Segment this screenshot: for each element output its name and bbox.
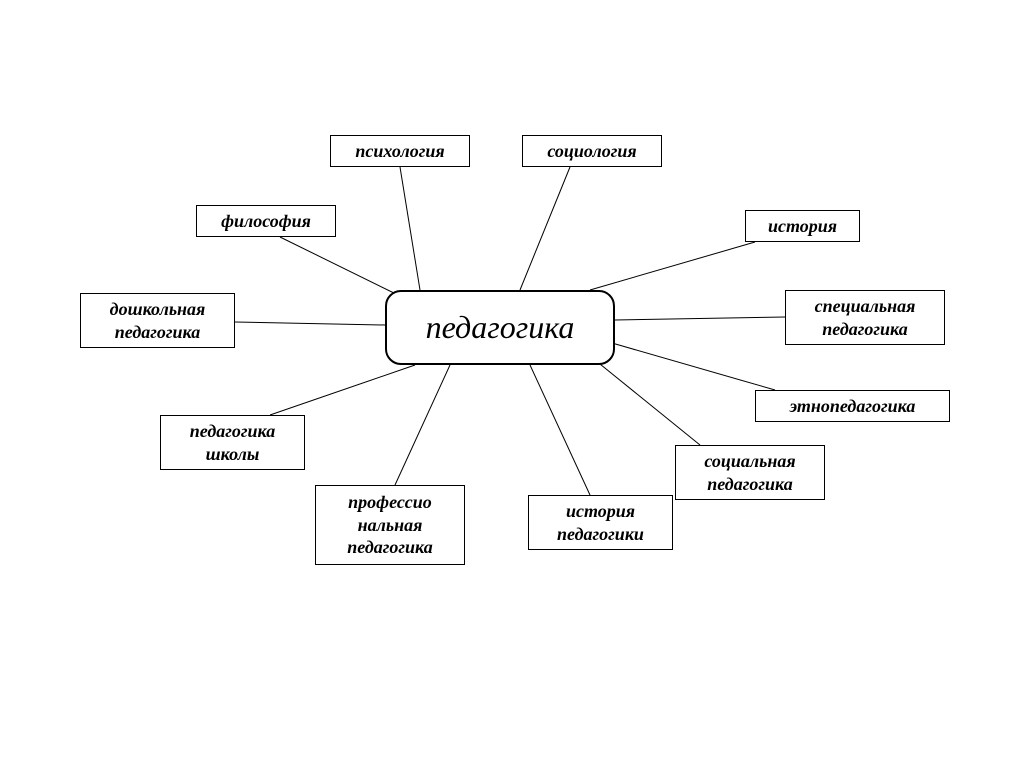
pedagogy-diagram: педагогика психология социология философия… xyxy=(0,0,1024,767)
node-psychology: психология xyxy=(330,135,470,167)
node-social: социальнаяпедагогика xyxy=(675,445,825,500)
node-label: историяпедагогики xyxy=(557,500,644,545)
node-label: дошкольнаяпедагогика xyxy=(110,298,206,343)
connector-lines xyxy=(0,0,1024,767)
node-history_ped: историяпедагогики xyxy=(528,495,673,550)
center-node-pedagogy: педагогика xyxy=(385,290,615,365)
node-label: история xyxy=(768,215,837,238)
node-special: специальнаяпедагогика xyxy=(785,290,945,345)
node-label: психология xyxy=(355,140,444,163)
node-philosophy: философия xyxy=(196,205,336,237)
node-ethno: этнопедагогика xyxy=(755,390,950,422)
node-sociology: социология xyxy=(522,135,662,167)
node-label: социология xyxy=(547,140,636,163)
node-label: специальнаяпедагогика xyxy=(815,295,916,340)
node-label: этнопедагогика xyxy=(790,395,916,418)
node-history: история xyxy=(745,210,860,242)
node-label: профессиональнаяпедагогика xyxy=(347,491,432,559)
node-preschool: дошкольнаяпедагогика xyxy=(80,293,235,348)
node-school: педагогикашколы xyxy=(160,415,305,470)
node-label: педагогикашколы xyxy=(190,420,275,465)
node-label: социальнаяпедагогика xyxy=(704,450,795,495)
center-label: педагогика xyxy=(426,309,575,346)
node-professional: профессиональнаяпедагогика xyxy=(315,485,465,565)
node-label: философия xyxy=(221,210,311,233)
